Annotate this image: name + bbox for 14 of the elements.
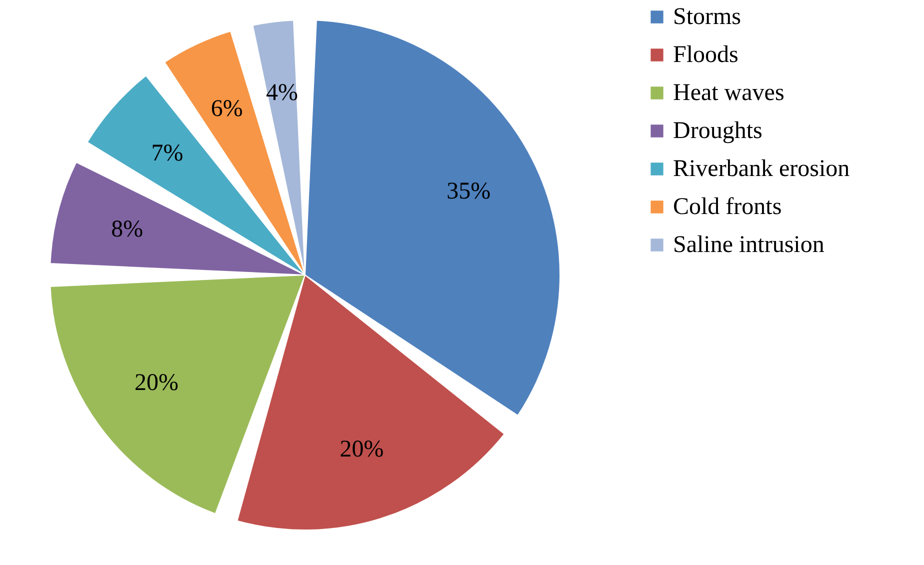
legend-label: Riverbank erosion — [673, 156, 850, 182]
legend-label: Saline intrusion — [673, 232, 824, 258]
legend-label: Cold fronts — [673, 194, 782, 220]
legend-label: Storms — [673, 4, 742, 30]
data-label: 6% — [210, 96, 243, 122]
data-label: 7% — [151, 140, 184, 167]
data-label: 35% — [446, 178, 491, 205]
legend-label: Heat waves — [673, 80, 784, 106]
data-label: 20% — [340, 436, 384, 463]
data-label: 4% — [266, 80, 298, 106]
legend-label: Floods — [673, 42, 738, 68]
data-label: 8% — [111, 216, 144, 242]
data-label: 20% — [134, 370, 178, 396]
legend-label: Droughts — [673, 118, 762, 144]
